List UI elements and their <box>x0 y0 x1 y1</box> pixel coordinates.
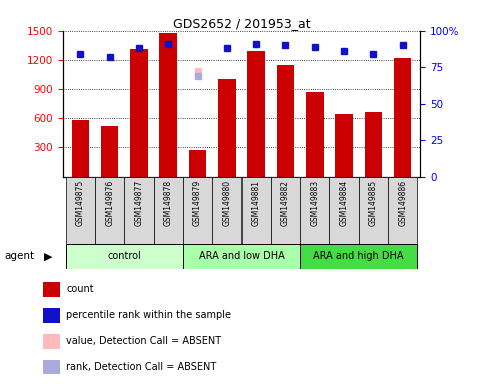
Text: GSM149880: GSM149880 <box>222 180 231 226</box>
Text: GSM149876: GSM149876 <box>105 180 114 226</box>
Text: value, Detection Call = ABSENT: value, Detection Call = ABSENT <box>66 336 221 346</box>
Text: ARA and high DHA: ARA and high DHA <box>313 251 404 262</box>
Bar <box>43 282 60 297</box>
Bar <box>365 113 382 177</box>
Bar <box>300 177 329 244</box>
Bar <box>43 308 60 323</box>
Text: GSM149878: GSM149878 <box>164 180 173 226</box>
Bar <box>43 360 60 374</box>
Text: GSM149879: GSM149879 <box>193 180 202 226</box>
Bar <box>394 58 412 177</box>
Bar <box>43 334 60 349</box>
Text: percentile rank within the sample: percentile rank within the sample <box>66 310 231 320</box>
Bar <box>183 244 300 269</box>
Text: agent: agent <box>5 251 35 262</box>
Bar <box>183 177 212 244</box>
Text: GSM149884: GSM149884 <box>340 180 349 226</box>
Text: GSM149886: GSM149886 <box>398 180 407 226</box>
Text: GSM149883: GSM149883 <box>310 180 319 226</box>
Text: ▶: ▶ <box>43 251 52 262</box>
Bar <box>71 120 89 177</box>
Text: GSM149881: GSM149881 <box>252 180 261 226</box>
Bar <box>329 177 359 244</box>
Bar <box>101 126 118 177</box>
Bar <box>306 92 324 177</box>
Bar <box>212 177 242 244</box>
Bar <box>388 177 417 244</box>
Text: GSM149882: GSM149882 <box>281 180 290 226</box>
Text: GSM149875: GSM149875 <box>76 180 85 226</box>
Bar <box>95 177 124 244</box>
Text: control: control <box>107 251 141 262</box>
Bar <box>271 177 300 244</box>
Text: ARA and low DHA: ARA and low DHA <box>199 251 284 262</box>
Bar <box>242 177 271 244</box>
Title: GDS2652 / 201953_at: GDS2652 / 201953_at <box>173 17 310 30</box>
Bar <box>124 177 154 244</box>
Bar <box>66 244 183 269</box>
Bar <box>218 79 236 177</box>
Bar <box>277 65 294 177</box>
Bar <box>247 51 265 177</box>
Bar <box>130 49 148 177</box>
Bar <box>66 177 95 244</box>
Bar <box>335 114 353 177</box>
Bar <box>189 151 206 177</box>
Text: GSM149885: GSM149885 <box>369 180 378 226</box>
Text: rank, Detection Call = ABSENT: rank, Detection Call = ABSENT <box>66 362 216 372</box>
Bar <box>300 244 417 269</box>
Bar <box>359 177 388 244</box>
Bar <box>154 177 183 244</box>
Text: GSM149877: GSM149877 <box>134 180 143 226</box>
Text: count: count <box>66 285 94 295</box>
Bar <box>159 33 177 177</box>
